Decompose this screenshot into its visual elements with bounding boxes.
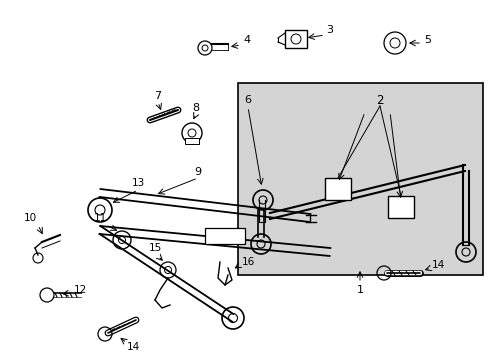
Text: 1: 1 [356,285,363,295]
Text: 6: 6 [244,95,251,105]
Text: 10: 10 [23,213,37,223]
Text: 2: 2 [375,94,383,107]
Text: 9: 9 [194,167,201,177]
Text: 3: 3 [326,25,333,35]
Text: 13: 13 [131,178,144,188]
Text: 7: 7 [154,91,161,101]
Text: 11: 11 [93,213,106,223]
Bar [238,83,482,275]
Bar [325,178,350,200]
Bar [285,30,306,48]
Text: 14: 14 [430,260,444,270]
Text: 12: 12 [73,285,86,295]
Bar [204,228,244,244]
Text: 15: 15 [148,243,162,253]
Text: 5: 5 [424,35,430,45]
Text: 8: 8 [192,103,199,113]
Text: 16: 16 [241,257,254,267]
Bar [184,138,199,144]
Bar [387,196,413,218]
Text: 4: 4 [243,35,250,45]
Text: 14: 14 [126,342,140,352]
